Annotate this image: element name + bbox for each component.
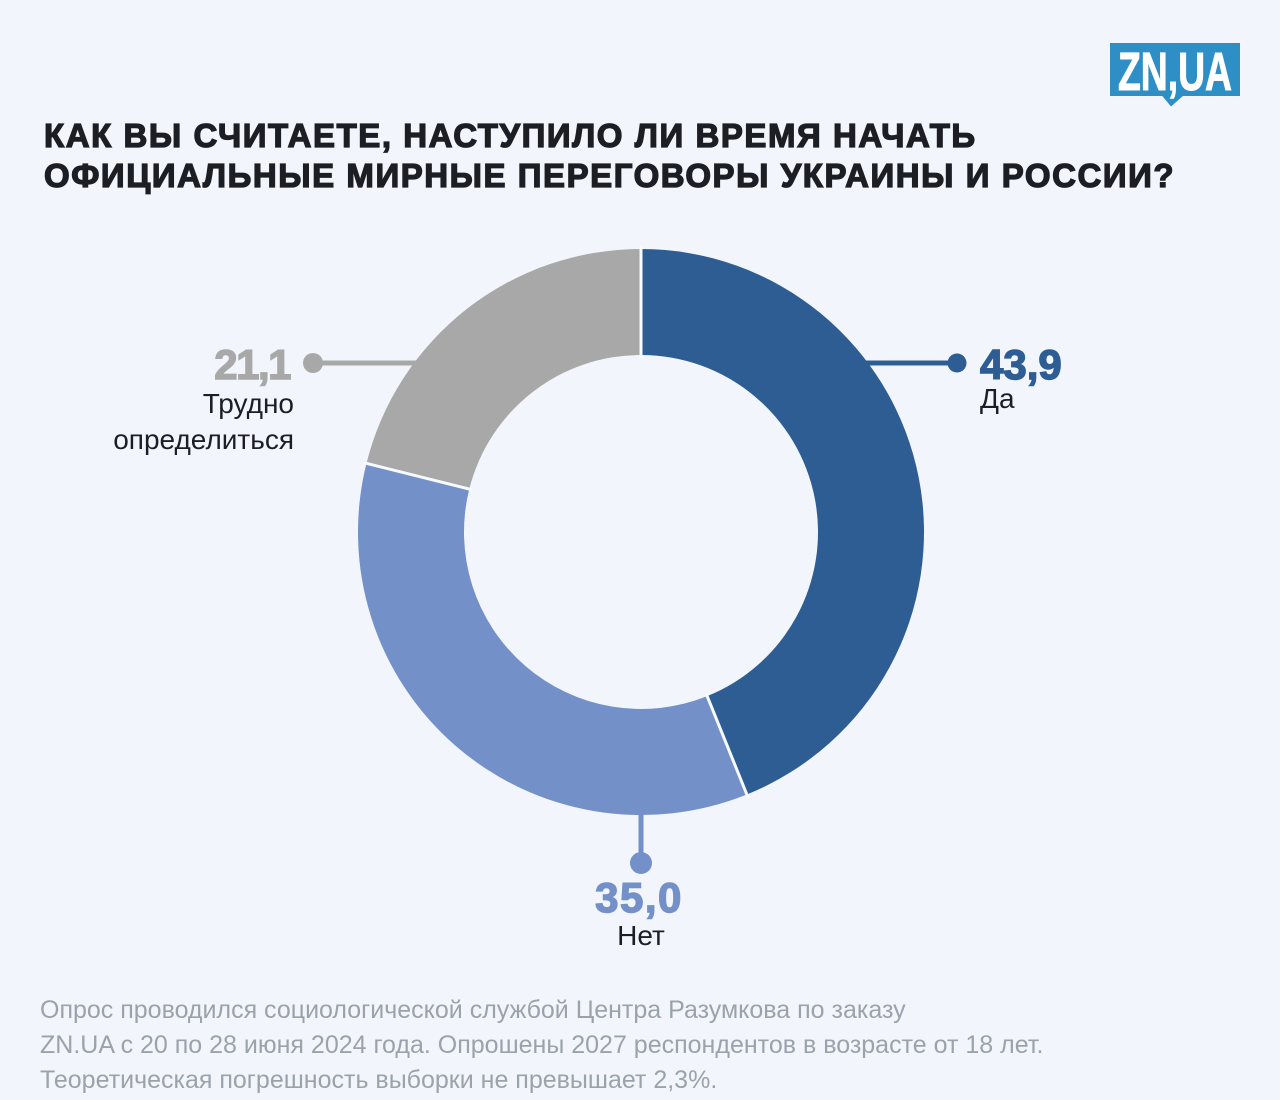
- svg-text:ZN,UA: ZN,UA: [1118, 42, 1232, 102]
